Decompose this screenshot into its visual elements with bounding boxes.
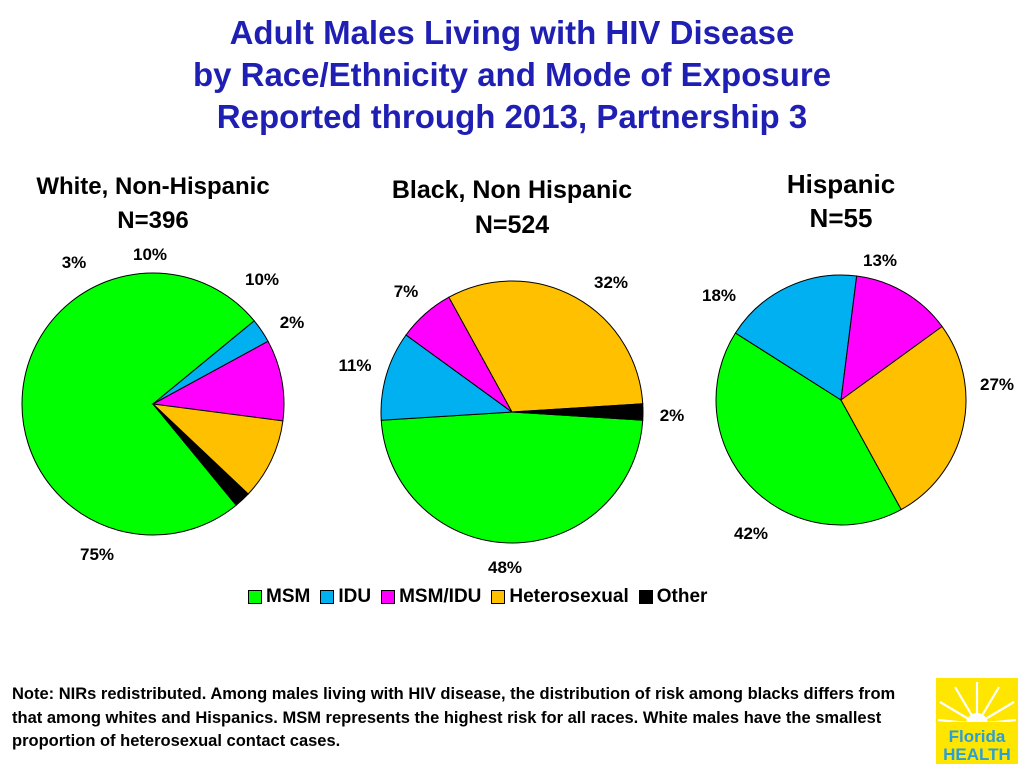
pie-2-label-idu: 11%	[338, 356, 371, 375]
pie-title-2-line-2: N=524	[475, 211, 549, 239]
pie-3-label-idu: 18%	[702, 286, 736, 305]
legend-label-other: Other	[656, 586, 708, 607]
pie-chart-3: Hispanic N=55 42% 18% 13% 27%	[702, 169, 1014, 543]
pie-3-label-heterosexual: 27%	[980, 375, 1014, 394]
pie-2-slice-msm	[380, 411, 644, 544]
logo-text-health: HEALTH	[943, 745, 1011, 764]
legend-swatch-msm-idu	[381, 590, 396, 604]
pie-1-label-msm: 75%	[80, 545, 114, 564]
legend-item-msm-idu: MSM/IDU	[381, 586, 481, 608]
legend-item-other: Other	[638, 586, 708, 608]
chart-legend: MSM IDU MSM/IDU Heterosexual Other	[248, 586, 707, 608]
pie-3-label-msm: 42%	[734, 524, 768, 543]
pie-3-slice-msm-idu	[840, 275, 943, 402]
pie-1-slice-msm	[21, 272, 255, 536]
pie-title-1-line-2: N=396	[117, 207, 188, 234]
legend-item-idu: IDU	[320, 586, 371, 608]
legend-label-msm-idu: MSM/IDU	[399, 586, 482, 607]
pie-2-slice-idu	[380, 334, 514, 421]
title-line-2: by Race/Ethnicity and Mode of Exposure	[192, 56, 832, 93]
legend-swatch-idu	[320, 590, 335, 604]
legend-swatch-other	[638, 590, 653, 604]
pie-1-label-other: 2%	[280, 313, 305, 332]
logo-text-florida: Florida	[949, 727, 1006, 746]
pie-title-3-line-1: Hispanic	[787, 169, 895, 199]
legend-label-msm: MSM	[266, 586, 311, 607]
pie-3-slice-heterosexual	[840, 325, 967, 511]
title-line-3: Reported through 2013, Partnership 3	[216, 98, 808, 135]
pie-2-slice-heterosexual	[448, 280, 644, 413]
title-line-1: Adult Males Living with HIV Disease	[229, 14, 795, 51]
pie-3-label-msm-idu: 13%	[863, 251, 897, 270]
pie-1-slice-heterosexual	[151, 403, 284, 495]
legend-label-idu: IDU	[338, 586, 372, 607]
pie-2-label-heterosexual: 32%	[594, 273, 628, 292]
logo-lower-band	[936, 722, 1018, 764]
legend-label-heterosexual: Heterosexual	[509, 586, 629, 607]
pie-title-1-line-1: White, Non-Hispanic	[36, 173, 269, 200]
pie-3-slice-msm	[715, 332, 902, 526]
pie-title-2-line-1: Black, Non Hispanic	[392, 176, 632, 204]
pie-2-label-msm-idu: 7%	[394, 282, 419, 301]
pie-title-3-line-2: N=55	[810, 203, 873, 233]
florida-health-logo: Florida HEALTH	[936, 678, 1018, 764]
pie-chart-2: Black, Non Hispanic N=524 48% 11% 7% 32% 2%	[338, 176, 684, 577]
pie-1-slice-other	[152, 403, 249, 506]
pie-1-label-heterosexual: 10%	[245, 270, 279, 289]
pie-1-slice-msm-idu	[151, 340, 285, 422]
pie-3-slice-idu	[734, 274, 858, 401]
footnote: Note: NIRs redistributed. Among males li…	[12, 685, 896, 750]
pie-1-label-msm-idu: 10%	[133, 245, 167, 264]
legend-swatch-msm	[248, 590, 262, 604]
slide-title: Adult Males Living with HIV Disease by R…	[0, 12, 1024, 138]
legend-item-heterosexual: Heterosexual	[491, 586, 629, 608]
pie-2-label-other: 2%	[660, 406, 685, 425]
pie-chart-1: White, Non-Hispanic N=396 75% 3% 10% 10% 2%	[21, 173, 305, 564]
pie-1-label-idu: 3%	[62, 253, 87, 272]
legend-swatch-heterosexual	[491, 590, 506, 604]
pie-2-label-msm: 48%	[488, 558, 522, 577]
pie-2-slice-other	[511, 403, 644, 421]
legend-item-msm: MSM	[248, 586, 310, 608]
